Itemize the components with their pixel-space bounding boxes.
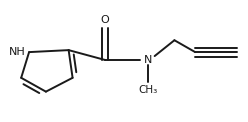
Text: O: O bbox=[101, 15, 110, 25]
Text: NH: NH bbox=[8, 47, 25, 57]
Text: N: N bbox=[144, 55, 152, 65]
Text: CH₃: CH₃ bbox=[138, 85, 157, 95]
